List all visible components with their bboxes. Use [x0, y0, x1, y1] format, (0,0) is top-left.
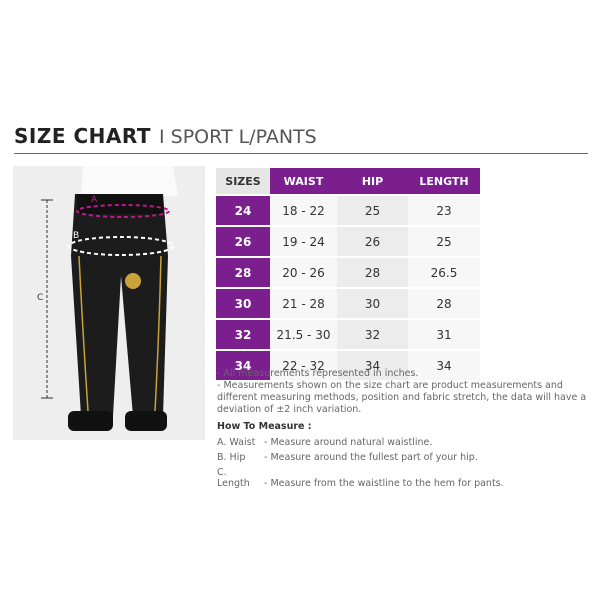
size-table: SIZES WAIST HIP LENGTH 24 18 - 22 25 23 26 19…	[216, 166, 480, 382]
table-cell: 34	[337, 351, 408, 380]
table-cell: 32	[337, 320, 408, 349]
label-a: A	[91, 195, 98, 205]
table-cell: 30	[216, 289, 270, 318]
measure-item: A. Waist - Measure around natural waistl…	[217, 437, 432, 448]
page-title: SIZE CHART I SPORT L/PANTS	[14, 124, 317, 148]
table-cell: 18 - 22	[270, 196, 337, 225]
table-cell: 26.5	[408, 258, 480, 287]
table-cell: 21.5 - 30	[270, 320, 337, 349]
divider	[14, 153, 588, 154]
crest-icon	[125, 273, 141, 289]
measure-desc: - Measure around the fullest part of you…	[264, 452, 478, 463]
table-cell: 26	[216, 227, 270, 256]
table-cell: 28	[337, 258, 408, 287]
measure-item: C. Length - Measure from the waistline t…	[217, 467, 504, 489]
table-row: 30 21 - 28 30 28	[216, 289, 480, 318]
how-to-measure-heading: How To Measure :	[217, 421, 312, 432]
measure-item: B. Hip - Measure around the fullest part…	[217, 452, 478, 463]
measure-desc: - Measure around natural waistline.	[264, 437, 433, 448]
table-cell: 34	[408, 351, 480, 380]
label-b: B	[73, 231, 79, 241]
note: - All measurements represented in inches…	[217, 368, 419, 379]
table-cell: 25	[408, 227, 480, 256]
note: - Measurements shown on the size chart a…	[217, 380, 587, 415]
title-sub: I SPORT L/PANTS	[159, 126, 317, 148]
table-cell: 30	[337, 289, 408, 318]
table-cell: 24	[216, 196, 270, 225]
table-cell: 22 - 32	[270, 351, 337, 380]
table-cell: 32	[216, 320, 270, 349]
measure-key: B. Hip	[217, 452, 246, 463]
product-photo: A B C	[13, 166, 205, 440]
table-cell: 28	[408, 289, 480, 318]
header-sizes: SIZES	[216, 168, 270, 194]
header-hip: HIP	[337, 168, 408, 194]
table-row: 24 18 - 22 25 23	[216, 196, 480, 225]
table-cell: 31	[408, 320, 480, 349]
table-cell: 20 - 26	[270, 258, 337, 287]
table-row: 34 22 - 32 34 34	[216, 351, 480, 380]
table-cell: 28	[216, 258, 270, 287]
measure-key: A. Waist	[217, 437, 256, 448]
table-cell: 25	[337, 196, 408, 225]
table-cell: 34	[216, 351, 270, 380]
header-waist: WAIST	[270, 168, 337, 194]
measure-desc: - Measure from the waistline to the hem …	[264, 478, 504, 489]
table-cell: 21 - 28	[270, 289, 337, 318]
table-cell: 26	[337, 227, 408, 256]
table-row: 26 19 - 24 26 25	[216, 227, 480, 256]
table-cell: 19 - 24	[270, 227, 337, 256]
label-c: C	[37, 293, 43, 303]
table-header: SIZES WAIST HIP LENGTH	[216, 168, 480, 194]
table-row: 28 20 - 26 28 26.5	[216, 258, 480, 287]
notes: - All measurements represented in inches…	[217, 368, 587, 416]
title-main: SIZE CHART	[14, 124, 152, 148]
table-row: 32 21.5 - 30 32 31	[216, 320, 480, 349]
pants-shape	[71, 194, 168, 416]
table-cell: 23	[408, 196, 480, 225]
header-length: LENGTH	[408, 168, 480, 194]
measure-key: C. Length	[217, 467, 250, 489]
